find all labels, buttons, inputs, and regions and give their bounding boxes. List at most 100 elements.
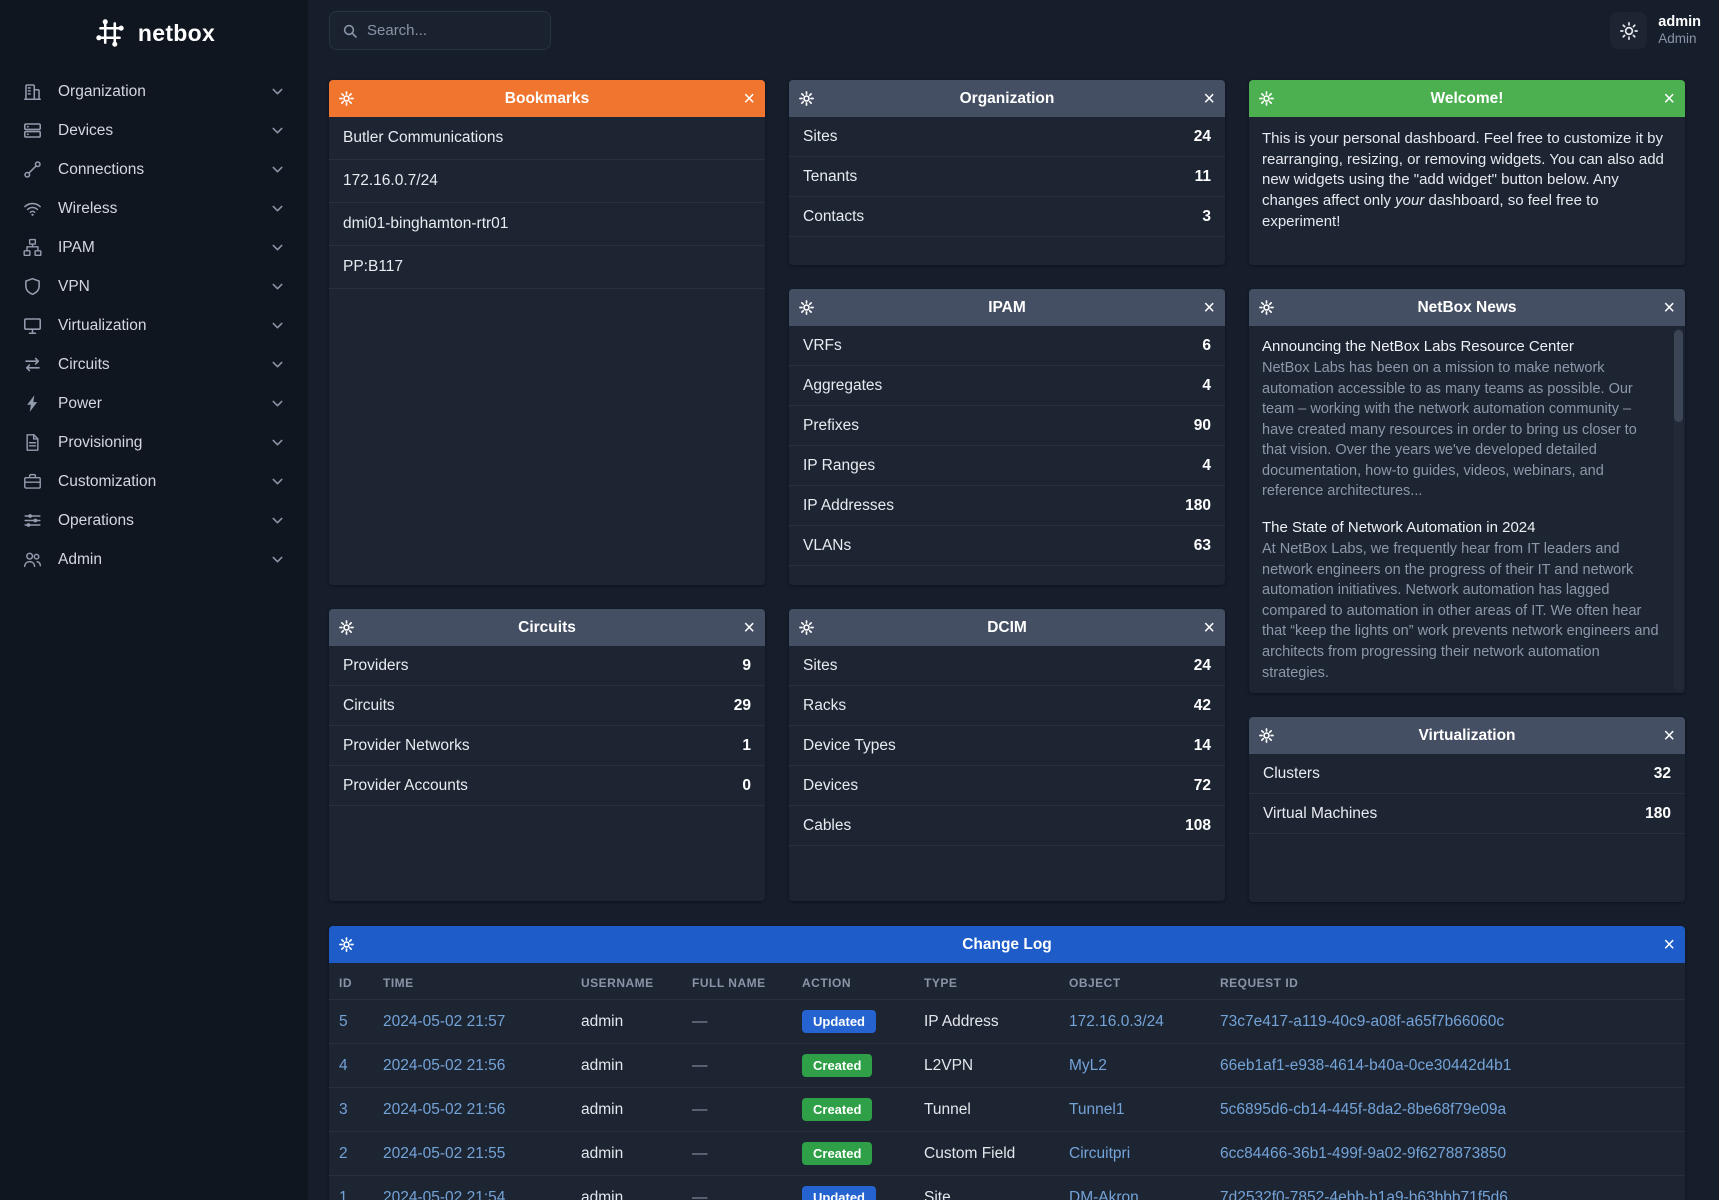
change-id-link[interactable]: 2 — [339, 1144, 348, 1162]
main-area: admin Admin Bookmarks × Butler — [308, 0, 1719, 1200]
news-item-title[interactable]: Announcing the NetBox Labs Resource Cent… — [1262, 338, 1574, 355]
change-object-link[interactable]: Tunnel1 — [1069, 1100, 1125, 1118]
sidebar-item-customization[interactable]: Customization — [0, 462, 308, 501]
stat-value[interactable]: 14 — [1193, 736, 1211, 754]
change-type: IP Address — [924, 1012, 999, 1030]
chevron-down-icon — [270, 240, 285, 255]
change-id-link[interactable]: 5 — [339, 1012, 348, 1030]
change-time-link[interactable]: 2024-05-02 21:56 — [383, 1100, 506, 1118]
stat-value[interactable]: 90 — [1193, 416, 1211, 434]
sidebar-item-virtualization[interactable]: Virtualization — [0, 306, 308, 345]
stat-value[interactable]: 24 — [1193, 127, 1211, 145]
close-icon[interactable]: × — [743, 87, 755, 110]
stat-value[interactable]: 3 — [1202, 207, 1211, 225]
dashboard-column-3: Welcome! × This is your personal dashboa… — [1249, 80, 1685, 902]
stat-value[interactable]: 24 — [1193, 656, 1211, 674]
gear-icon[interactable] — [339, 620, 354, 635]
stat-row: Contacts 3 — [789, 197, 1225, 237]
close-icon[interactable]: × — [1203, 616, 1215, 639]
change-object-link[interactable]: 172.16.0.3/24 — [1069, 1012, 1164, 1030]
change-request-id-link[interactable]: 5c6895d6-cb14-445f-8da2-8be68f79e09a — [1220, 1100, 1507, 1118]
change-id-link[interactable]: 4 — [339, 1056, 348, 1074]
bookmark-item[interactable]: 172.16.0.7/24 — [329, 160, 765, 203]
close-icon[interactable]: × — [1663, 87, 1675, 110]
change-time-link[interactable]: 2024-05-02 21:56 — [383, 1056, 506, 1074]
change-request-id-link[interactable]: 73c7e417-a119-40c9-a08f-a65f7b66060c — [1220, 1012, 1505, 1030]
vpn-icon — [23, 277, 42, 296]
sidebar-item-connections[interactable]: Connections — [0, 150, 308, 189]
close-icon[interactable]: × — [743, 616, 755, 639]
change-object-link[interactable]: DM-Akron — [1069, 1188, 1139, 1200]
theme-toggle-button[interactable] — [1610, 12, 1648, 49]
sidebar-item-devices[interactable]: Devices — [0, 111, 308, 150]
change-request-id-link[interactable]: 7d2532f0-7852-4ebb-b1a9-b63bbb71f5d6 — [1220, 1188, 1508, 1200]
change-time-link[interactable]: 2024-05-02 21:55 — [383, 1144, 506, 1162]
gear-icon[interactable] — [799, 300, 814, 315]
sidebar-item-vpn[interactable]: VPN — [0, 267, 308, 306]
stat-label: Provider Networks — [343, 736, 470, 754]
close-icon[interactable]: × — [1663, 724, 1675, 747]
widget-organization: Organization × Sites 24 Tenants 11 — [789, 80, 1225, 265]
change-object-link[interactable]: Circuitpri — [1069, 1144, 1131, 1162]
bookmark-item[interactable]: PP:B117 — [329, 246, 765, 289]
bookmark-item[interactable]: Butler Communications — [329, 117, 765, 160]
gear-icon[interactable] — [1259, 91, 1274, 106]
change-object-link[interactable]: MyL2 — [1069, 1056, 1107, 1074]
chevron-down-icon — [270, 201, 285, 216]
change-time-link[interactable]: 2024-05-02 21:57 — [383, 1012, 506, 1030]
scrollbar-track[interactable] — [1674, 328, 1683, 691]
change-request-id-link[interactable]: 6cc84466-36b1-499f-9a02-9f6278873850 — [1220, 1144, 1507, 1162]
news-item-title[interactable]: The State of Network Automation in 2024 — [1262, 519, 1536, 537]
gear-icon[interactable] — [799, 620, 814, 635]
sidebar-item-circuits[interactable]: Circuits — [0, 345, 308, 384]
netbox-logo[interactable]: netbox — [0, 0, 308, 66]
search-input[interactable] — [367, 22, 538, 39]
stat-value[interactable]: 6 — [1202, 336, 1211, 354]
close-icon[interactable]: × — [1203, 296, 1215, 319]
change-request-id-link[interactable]: 66eb1af1-e938-4614-b40a-0ce30442d4b1 — [1220, 1056, 1512, 1074]
stat-value[interactable]: 11 — [1194, 167, 1211, 185]
stat-value[interactable]: 9 — [742, 656, 751, 674]
gear-icon[interactable] — [1259, 300, 1274, 315]
organization-stats: Sites 24 Tenants 11 Contacts 3 — [789, 117, 1225, 265]
action-badge: Created — [802, 1098, 873, 1121]
stat-value[interactable]: 29 — [733, 696, 751, 714]
news-item-snippet: At NetBox Labs, we frequently hear from … — [1262, 541, 1659, 681]
stat-value[interactable]: 72 — [1193, 776, 1211, 794]
gear-icon[interactable] — [799, 91, 814, 106]
stat-row: Devices 72 — [789, 766, 1225, 806]
stat-value[interactable]: 108 — [1185, 816, 1211, 834]
close-icon[interactable]: × — [1663, 296, 1675, 319]
close-icon[interactable]: × — [1663, 933, 1675, 956]
news-item: The State of Network Automation in 2024 … — [1262, 519, 1659, 683]
stat-value[interactable]: 4 — [1202, 376, 1211, 394]
stat-value[interactable]: 180 — [1185, 496, 1211, 514]
sidebar-item-admin[interactable]: Admin — [0, 540, 308, 579]
stat-value[interactable]: 42 — [1193, 696, 1211, 714]
sidebar-item-power[interactable]: Power — [0, 384, 308, 423]
gear-icon[interactable] — [1259, 728, 1274, 743]
sidebar-item-label: Wireless — [58, 199, 118, 217]
sidebar-item-wireless[interactable]: Wireless — [0, 189, 308, 228]
stat-value[interactable]: 32 — [1653, 764, 1671, 782]
close-icon[interactable]: × — [1203, 87, 1215, 110]
change-id-link[interactable]: 3 — [339, 1100, 348, 1118]
sidebar-item-ipam[interactable]: IPAM — [0, 228, 308, 267]
user-menu[interactable]: admin Admin — [1658, 13, 1701, 47]
scrollbar-thumb[interactable] — [1674, 330, 1683, 422]
change-id-link[interactable]: 1 — [339, 1188, 348, 1200]
stat-row: Device Types 14 — [789, 726, 1225, 766]
gear-icon[interactable] — [339, 91, 354, 106]
gear-icon[interactable] — [339, 937, 354, 952]
stat-value[interactable]: 4 — [1202, 456, 1211, 474]
stat-value[interactable]: 1 — [742, 736, 751, 754]
stat-value[interactable]: 63 — [1193, 536, 1211, 554]
change-time-link[interactable]: 2024-05-02 21:54 — [383, 1188, 506, 1200]
sidebar-item-label: Provisioning — [58, 433, 143, 451]
bookmark-item[interactable]: dmi01-binghamton-rtr01 — [329, 203, 765, 246]
sidebar-item-organization[interactable]: Organization — [0, 72, 308, 111]
sidebar-item-operations[interactable]: Operations — [0, 501, 308, 540]
stat-value[interactable]: 180 — [1645, 804, 1671, 822]
sidebar-item-provisioning[interactable]: Provisioning — [0, 423, 308, 462]
stat-value[interactable]: 0 — [742, 776, 751, 794]
